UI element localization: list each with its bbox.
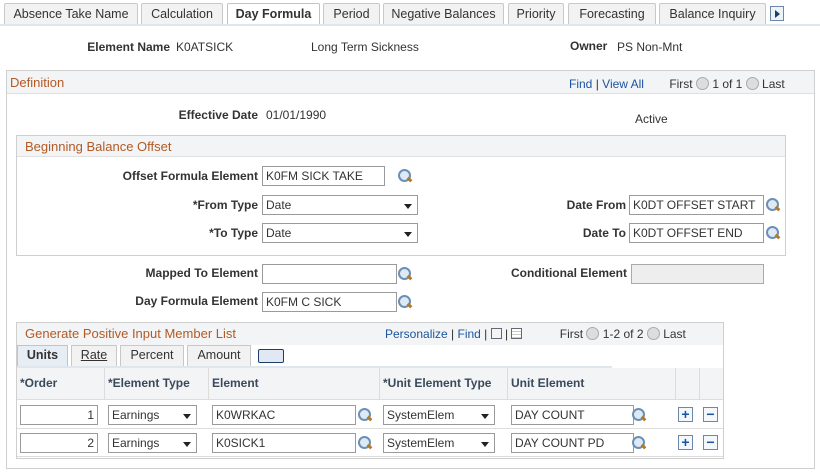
tab-divider [0,24,820,26]
personalize-link[interactable]: Personalize [385,327,448,341]
lookup-icon[interactable] [398,267,412,281]
download-icon[interactable] [511,328,523,339]
date-from-label: Date From [566,198,626,212]
tab-absence-take-name[interactable]: Absence Take Name [4,3,138,25]
separator: | [595,77,599,91]
order-input[interactable]: 1 [20,405,98,425]
order-input[interactable]: 2 [20,433,98,453]
element-type-select[interactable]: Earnings [108,433,197,453]
table-row: 1 Earnings K0WRKAC SystemElem DAY COUNT … [17,401,723,429]
mapped-to-element-label: Mapped To Element [145,266,258,280]
conditional-element-label: Conditional Element [510,266,627,280]
lookup-icon[interactable] [766,198,780,212]
offset-formula-label: Offset Formula Element [122,169,258,183]
tab-period[interactable]: Period [323,3,380,25]
unit-element-input[interactable]: DAY COUNT [511,405,634,425]
status-value: Active [635,112,668,126]
element-input[interactable]: K0WRKAC [212,405,356,425]
lookup-icon[interactable] [358,436,372,450]
element-type-select[interactable]: Earnings [108,405,197,425]
grid-header-row: *Order *Element Type Element *Unit Eleme… [17,368,723,400]
element-name-label: Element Name [87,40,170,54]
definition-title: Definition [10,75,65,90]
element-input[interactable]: K0SICK1 [212,433,356,453]
day-formula-element-label: Day Formula Element [135,294,258,308]
date-from-input[interactable]: K0DT OFFSET START [629,195,764,215]
show-all-columns-icon[interactable] [258,349,284,363]
to-type-label: *To Type [209,226,258,240]
row-count: 1-2 of 2 [602,327,644,341]
view-all-link[interactable]: View All [602,77,644,91]
previous-icon[interactable] [586,327,600,340]
from-type-select[interactable]: Date [262,195,418,215]
last-label: Last [663,327,686,341]
column-header-element-type: *Element Type [105,368,209,400]
subtab-rate[interactable]: Rate [71,345,117,366]
column-header-unit-element: Unit Element [508,368,676,400]
subtab-units[interactable]: Units [17,345,68,366]
last-label: Last [762,77,785,91]
tab-negative-balances[interactable]: Negative Balances [383,3,504,25]
next-icon[interactable] [745,77,759,90]
column-header-order: *Order [17,368,105,400]
next-tab-arrow-icon[interactable] [770,6,784,21]
first-label: First [669,77,693,91]
member-list-grid: Generate Positive Input Member List Pers… [16,322,724,459]
conditional-element-input [631,264,764,284]
grid-nav: Personalize | Find | | First 1-2 of 2 La… [385,327,686,341]
date-to-input[interactable]: K0DT OFFSET END [629,223,764,243]
offset-formula-input[interactable]: K0FM SICK TAKE [262,166,385,186]
lookup-icon[interactable] [358,408,372,422]
subtab-divider [17,366,612,368]
grid-title: Generate Positive Input Member List [25,326,236,341]
beginning-balance-offset-section: Beginning Balance Offset [16,135,786,256]
tab-balance-inquiry[interactable]: Balance Inquiry [659,3,766,25]
new-window-icon[interactable] [490,328,502,339]
element-name-value: K0ATSICK [176,40,234,54]
unit-element-type-select[interactable]: SystemElem [383,433,495,453]
to-type-select[interactable]: Date [262,223,418,243]
delete-row-button[interactable]: − [703,435,718,450]
tab-day-formula[interactable]: Day Formula [227,3,320,26]
column-header-unit-element-type: *Unit Element Type [380,368,508,400]
first-label: First [559,327,584,341]
subtab-amount[interactable]: Amount [187,345,251,366]
lookup-icon[interactable] [632,436,646,450]
row-count: 1 of 1 [712,77,743,91]
tab-priority[interactable]: Priority [508,3,564,25]
bbo-title: Beginning Balance Offset [25,139,172,154]
definition-nav: Find | View All First 1 of 1 Last [569,77,785,91]
effective-date-label: Effective Date [178,108,258,122]
lookup-icon[interactable] [632,408,646,422]
find-link[interactable]: Find [457,327,481,341]
previous-icon[interactable] [695,77,709,90]
add-row-button[interactable]: + [678,435,693,450]
find-link[interactable]: Find [569,77,593,91]
owner-value: PS Non-Mnt [617,40,683,54]
owner-label: Owner [570,39,608,53]
effective-date-value: 01/01/1990 [266,108,327,122]
tab-forecasting[interactable]: Forecasting [568,3,656,25]
lookup-icon[interactable] [398,295,412,309]
unit-element-input[interactable]: DAY COUNT PD [511,433,634,453]
lookup-icon[interactable] [398,169,412,183]
from-type-label: *From Type [192,198,258,212]
tab-calculation[interactable]: Calculation [141,3,223,25]
add-row-button[interactable]: + [678,407,693,422]
next-icon[interactable] [646,327,660,340]
lookup-icon[interactable] [766,226,780,240]
date-to-label: Date To [582,226,626,240]
element-description: Long Term Sickness [311,40,419,54]
column-header-element: Element [209,368,380,400]
unit-element-type-select[interactable]: SystemElem [383,405,495,425]
table-row: 2 Earnings K0SICK1 SystemElem DAY COUNT … [17,429,723,457]
delete-row-button[interactable]: − [703,407,718,422]
subtab-percent[interactable]: Percent [120,345,184,366]
mapped-to-element-input[interactable] [262,264,397,284]
definition-section: Definition Find | View All First 1 of 1 … [6,70,815,469]
day-formula-element-input[interactable]: K0FM C SICK [262,292,397,312]
